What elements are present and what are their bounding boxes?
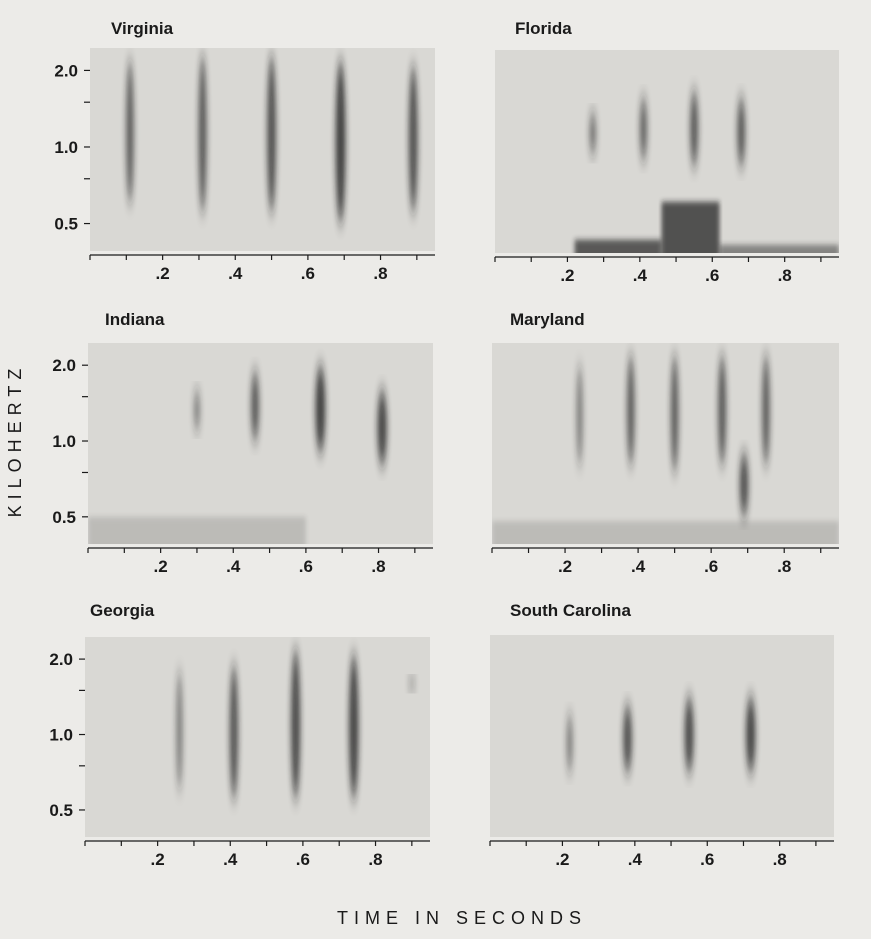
x-tick-label: .6 <box>299 557 313 576</box>
note-mark <box>684 696 694 773</box>
panel-south-carolina: South Carolina .2 .4 .6 .8 <box>489 601 834 869</box>
panel-title: Florida <box>515 19 572 38</box>
note-mark <box>762 354 770 466</box>
x-tick-label: .6 <box>704 557 718 576</box>
x-tick-label: .8 <box>368 850 382 869</box>
note-mark <box>739 452 749 517</box>
note-mark <box>176 670 183 791</box>
x-tick-label: .2 <box>151 850 165 869</box>
panel-title: Georgia <box>90 601 155 620</box>
panel-florida: Florida .2 .4 .6 .8 <box>494 19 839 285</box>
panel-title: Maryland <box>510 310 585 329</box>
note-mark <box>718 354 727 466</box>
x-tick-label: .6 <box>296 850 310 869</box>
panel-maryland: Maryland .2 .4 .6 .8 <box>491 310 839 576</box>
note-mark <box>315 365 326 453</box>
spectrogram-area <box>490 635 834 837</box>
panel-virginia: Virginia .2 .4 .6 .8 0.5 1.0 2.0 <box>54 19 435 283</box>
x-tick-label: .8 <box>373 264 387 283</box>
note-mark <box>291 648 301 800</box>
x-tick-label: .6 <box>705 266 719 285</box>
note-mark <box>589 111 597 155</box>
y-axis-label: KILOHERTZ <box>5 363 25 518</box>
x-axis-label: TIME IN SECONDS <box>337 908 587 928</box>
note-mark <box>193 389 200 431</box>
note-mark <box>408 676 415 691</box>
note-mark <box>267 54 277 214</box>
x-tick-label: .6 <box>700 850 714 869</box>
note-mark <box>377 389 387 466</box>
note-mark <box>745 696 756 773</box>
panel-georgia: Georgia .2 .4 .6 .8 0.5 1.0 2.0 <box>49 601 430 869</box>
x-tick-label: .4 <box>223 850 238 869</box>
note-mark <box>335 59 346 224</box>
noise-band <box>574 239 662 253</box>
note-mark <box>670 354 679 473</box>
noise-band <box>661 201 720 253</box>
x-tick-label: .2 <box>560 266 574 285</box>
y-tick-label: 2.0 <box>52 356 76 375</box>
x-tick-label: .4 <box>228 264 243 283</box>
x-tick-label: .2 <box>555 850 569 869</box>
note-mark <box>737 97 746 167</box>
x-tick-label: .8 <box>778 266 792 285</box>
note-mark <box>690 90 699 167</box>
panel-title: South Carolina <box>510 601 631 620</box>
panel-title: Virginia <box>111 19 174 38</box>
note-mark <box>198 54 207 214</box>
spectrogram-area <box>85 637 430 837</box>
note-mark <box>408 65 418 214</box>
x-tick-label: .8 <box>773 850 787 869</box>
y-tick-label: 2.0 <box>54 61 78 80</box>
noise-band <box>492 521 839 544</box>
noise-band <box>719 244 839 253</box>
x-tick-label: .8 <box>777 557 791 576</box>
x-tick-label: .6 <box>301 264 315 283</box>
noise-band <box>88 516 306 544</box>
x-tick-label: .4 <box>628 850 643 869</box>
x-tick-label: .4 <box>631 557 646 576</box>
spectrogram-area <box>90 48 435 251</box>
y-tick-label: 1.0 <box>52 432 76 451</box>
y-tick-label: 2.0 <box>49 650 73 669</box>
spectrogram-area <box>88 343 433 544</box>
note-mark <box>576 365 583 466</box>
x-tick-label: .2 <box>154 557 168 576</box>
y-tick-label: 1.0 <box>49 726 73 745</box>
x-tick-label: .2 <box>156 264 170 283</box>
x-tick-label: .2 <box>558 557 572 576</box>
note-mark <box>626 354 635 466</box>
spectrogram-area <box>492 343 839 544</box>
panel-indiana: Indiana .2 .4 .6 .8 0.5 1.0 2.0 <box>52 310 433 576</box>
note-mark <box>623 704 633 773</box>
note-mark <box>126 59 134 204</box>
note-mark <box>348 653 359 800</box>
note-mark <box>229 664 239 800</box>
y-tick-label: 1.0 <box>54 138 78 157</box>
y-tick-label: 0.5 <box>49 801 73 820</box>
note-mark <box>250 370 260 442</box>
x-tick-label: .4 <box>633 266 648 285</box>
note-mark <box>566 713 573 773</box>
y-tick-label: 0.5 <box>52 508 76 527</box>
y-tick-label: 0.5 <box>54 215 78 234</box>
note-mark <box>639 97 648 161</box>
panel-title: Indiana <box>105 310 165 329</box>
x-tick-label: .8 <box>371 557 385 576</box>
x-tick-label: .4 <box>226 557 241 576</box>
